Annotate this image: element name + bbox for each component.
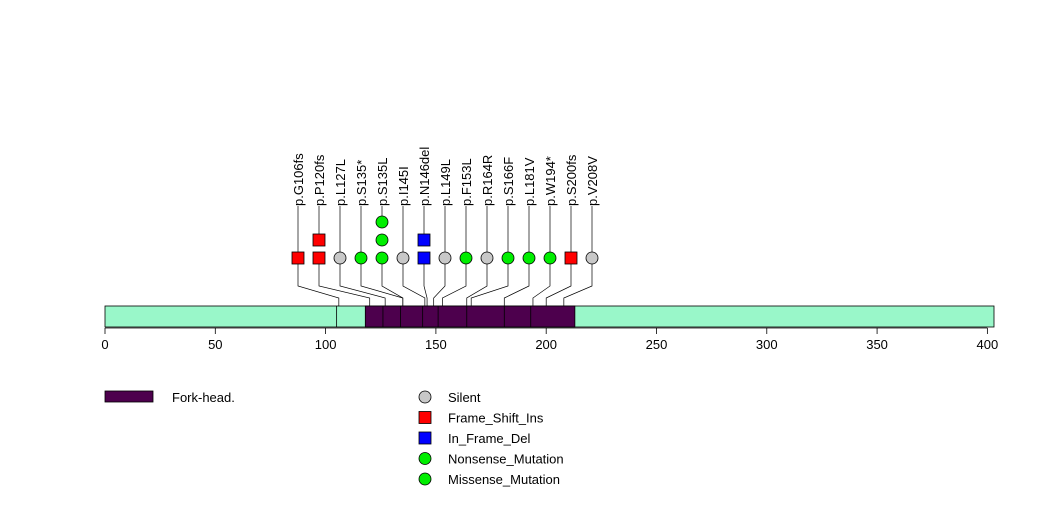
connector-line	[466, 258, 488, 306]
mutation-label: p.L127L	[333, 159, 348, 206]
protein-backbone-group	[104, 305, 995, 328]
legend-marker	[418, 411, 432, 424]
x-tick-label: 0	[101, 337, 108, 352]
mutation-label: p.R164R	[480, 155, 495, 206]
legend-marker	[418, 452, 432, 465]
connector-line	[532, 258, 551, 306]
mutation-marker	[522, 251, 536, 265]
legend-marker	[418, 390, 432, 404]
mutation-markers	[291, 215, 599, 265]
x-tick-label: 200	[535, 337, 557, 352]
x-axis: 0 50 100 150 200 250 300 350 400	[101, 327, 999, 352]
legend-domain-swatch	[104, 390, 154, 403]
mutation-label: p.N146del	[417, 147, 432, 206]
mutation-label: p.S135*	[354, 160, 369, 206]
connector-line	[318, 258, 371, 306]
mutation-marker	[291, 251, 305, 265]
mutation-label: p.L181V	[522, 157, 537, 206]
legend-label: Frame_Shift_Ins	[448, 411, 544, 426]
domain-0	[364, 305, 576, 328]
connector-line	[503, 258, 530, 306]
mutation-labels: p.G106fs p.P120fs p.L127L p.S135* p.S135L p.I…	[291, 147, 600, 206]
legend-marker	[418, 472, 432, 486]
connector-line	[442, 258, 467, 306]
mutation-marker	[438, 251, 452, 265]
connector-line	[297, 258, 340, 306]
mutation-label: p.F153L	[459, 158, 474, 206]
x-tick-label: 50	[208, 337, 222, 352]
mutation-label: p.W194*	[543, 156, 558, 206]
mutation-label: p.S135L	[375, 158, 390, 206]
legend-label: Nonsense_Mutation	[448, 452, 564, 467]
legend-domain-label: Fork-head.	[172, 390, 235, 405]
mutation-label: p.I145I	[396, 166, 411, 206]
mutation-marker	[375, 251, 389, 265]
connector-line	[545, 258, 572, 306]
mutation-marker	[417, 233, 431, 247]
mutation-label: p.S200fs	[564, 154, 579, 206]
x-tick-label: 150	[425, 337, 447, 352]
mutation-marker	[564, 251, 578, 265]
connector-line	[402, 258, 426, 306]
mutation-marker	[375, 233, 389, 247]
legend-label: Missense_Mutation	[448, 472, 560, 487]
legend-marker	[418, 431, 432, 445]
connector-line	[433, 258, 446, 306]
x-tick-label: 250	[646, 337, 668, 352]
legend-label: In_Frame_Del	[448, 431, 530, 446]
mutation-marker	[333, 251, 347, 265]
connector-line	[381, 258, 404, 306]
connector-line	[423, 258, 428, 306]
mutation-label: p.V208V	[585, 156, 600, 206]
mutation-marker	[543, 251, 557, 265]
x-tick-label: 300	[756, 337, 778, 352]
mutation-marker	[417, 251, 431, 265]
mutation-marker	[312, 251, 326, 265]
connector-line	[470, 258, 509, 306]
mutation-marker	[480, 251, 494, 265]
connector-line	[563, 258, 593, 306]
mutation-label: p.L149L	[438, 159, 453, 206]
mutation-marker	[375, 215, 389, 229]
x-tick-label: 350	[866, 337, 888, 352]
legend-label: Silent	[448, 390, 481, 405]
legend: Fork-head. Silent Frame_Shift_Ins In_Frame_…	[104, 390, 564, 487]
mutation-marker	[501, 251, 515, 265]
connector-line	[339, 258, 386, 306]
mutation-label: p.S166F	[501, 157, 516, 206]
mutation-marker	[585, 251, 599, 265]
mutation-label: p.G106fs	[291, 153, 306, 206]
x-tick-label: 400	[977, 337, 999, 352]
mutation-marker	[354, 251, 368, 265]
connector-lines	[297, 258, 593, 306]
mutation-marker	[396, 251, 410, 265]
mutation-marker	[459, 251, 473, 265]
mutation-marker	[312, 233, 326, 247]
mutation-stems	[297, 206, 593, 258]
x-tick-label: 100	[315, 337, 337, 352]
mutation-label: p.P120fs	[312, 154, 327, 206]
